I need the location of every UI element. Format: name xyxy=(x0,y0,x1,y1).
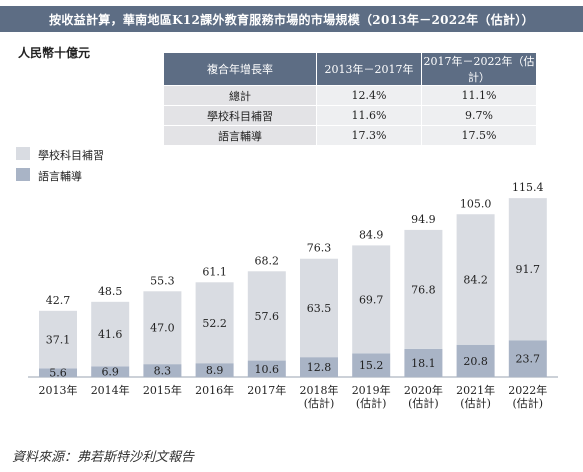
cagr-header-cell: 2013年－2017年 xyxy=(316,53,422,86)
bar-segment-language xyxy=(404,348,443,377)
data-label-language: 8.9 xyxy=(206,364,224,377)
cagr-row-language: 語言輔導 17.3% 17.5% xyxy=(164,125,536,145)
x-tick-label: (估計) xyxy=(304,396,335,410)
bar-segment-language xyxy=(247,360,286,377)
cagr-cell: 11.1% xyxy=(421,85,536,106)
chart-title-bar: 按收益計算，華南地區K12課外教育服務市場的市場規模（2013年－2022年（估… xyxy=(0,6,583,32)
source-note: 資料來源：弗若斯特沙利文報告 xyxy=(12,450,195,465)
data-label-school: 84.2 xyxy=(463,274,488,287)
bar-segment-school xyxy=(195,282,234,364)
x-tick-label: 2022年 xyxy=(508,383,547,397)
data-label-total: 115.4 xyxy=(512,181,544,194)
legend-label-school: 學校科目補習 xyxy=(38,149,104,162)
data-label-language: 20.8 xyxy=(463,355,488,368)
data-label-total: 61.1 xyxy=(202,265,227,278)
data-label-school: 37.1 xyxy=(46,334,71,347)
x-tick-label: (估計) xyxy=(513,396,544,410)
data-label-language: 6.9 xyxy=(101,366,119,379)
data-label-total: 42.7 xyxy=(46,294,71,307)
data-label-school: 91.7 xyxy=(516,263,541,276)
x-tick-label: (估計) xyxy=(460,396,491,410)
bar-segment-language xyxy=(300,357,338,377)
data-label-language: 12.8 xyxy=(307,361,332,374)
x-tick-label: 2018年 xyxy=(300,383,339,397)
unit-label: 人民幣十億元 xyxy=(18,46,91,60)
data-label-language: 23.7 xyxy=(516,353,541,366)
data-label-total: 76.3 xyxy=(307,242,332,255)
cagr-row-total: 總計 12.4% 11.1% xyxy=(164,85,536,106)
cagr-header-row: 複合年增長率 2013年－2017年 2017年－2022年（估計） xyxy=(164,53,536,86)
stacked-bar-chart: 5.6 37.1 42.7 2013年 6.9 41.6 48.5 2014年 8.3 47.0 5… xyxy=(28,181,558,410)
x-tick-label: 2014年 xyxy=(91,383,130,397)
data-label-total: 94.9 xyxy=(411,213,436,226)
data-label-school: 69.7 xyxy=(359,293,384,306)
bar-segment-language xyxy=(456,344,495,377)
bar-segment-language xyxy=(39,368,77,377)
x-tick-label: 2017年 xyxy=(247,383,286,397)
data-label-language: 18.1 xyxy=(411,357,436,370)
cagr-cell: 總計 xyxy=(164,85,317,106)
bar-segment-school xyxy=(39,310,77,369)
data-label-language: 15.2 xyxy=(359,359,384,372)
x-tick-label: 2019年 xyxy=(352,383,391,397)
cagr-cell: 12.4% xyxy=(316,85,422,106)
legend-swatch-language xyxy=(16,168,30,181)
x-tick-label: 2016年 xyxy=(195,383,234,397)
bar-segment-school xyxy=(352,245,391,354)
data-label-language: 10.6 xyxy=(255,363,280,376)
x-tick-label: 2021年 xyxy=(456,383,495,397)
cagr-table: 複合年增長率 2013年－2017年 2017年－2022年（估計） 總計 12… xyxy=(164,53,536,145)
cagr-cell: 語言輔導 xyxy=(164,125,317,145)
cagr-cell: 17.3% xyxy=(316,125,422,145)
data-label-total: 68.2 xyxy=(255,254,280,267)
data-label-total: 55.3 xyxy=(150,274,175,287)
cagr-header-cell: 複合年增長率 xyxy=(164,53,317,86)
data-label-total: 84.9 xyxy=(359,228,384,241)
legend-swatch-school xyxy=(16,147,30,160)
chart-title: 按收益計算，華南地區K12課外教育服務市場的市場規模（2013年－2022年（估… xyxy=(49,13,534,27)
bar-segment-language xyxy=(143,364,182,377)
cagr-cell: 17.5% xyxy=(421,125,536,145)
cagr-cell: 9.7% xyxy=(421,105,536,126)
bar-segment-language xyxy=(195,363,234,377)
bar-segment-language xyxy=(91,366,130,377)
bar-segment-school xyxy=(143,291,182,365)
bar-segment-language xyxy=(508,340,547,377)
bar-segment-school xyxy=(247,271,286,361)
bar-segment-school xyxy=(508,198,547,341)
data-label-school: 47.0 xyxy=(150,322,175,335)
x-tick-label: (估計) xyxy=(356,396,387,410)
legend-label-language: 語言輔導 xyxy=(38,170,82,183)
cagr-cell: 學校科目補習 xyxy=(164,105,317,126)
cagr-row-school: 學校科目補習 11.6% 9.7% xyxy=(164,105,536,126)
bar-segment-school xyxy=(404,229,443,349)
x-tick-label: 2020年 xyxy=(404,383,443,397)
data-label-total: 48.5 xyxy=(98,285,123,298)
x-tick-label: (估計) xyxy=(408,396,439,410)
cagr-header-cell: 2017年－2022年（估計） xyxy=(421,53,536,86)
data-label-language: 5.6 xyxy=(49,367,67,380)
data-label-school: 57.6 xyxy=(255,310,280,323)
data-label-language: 8.3 xyxy=(154,365,172,378)
cagr-cell: 11.6% xyxy=(316,105,422,126)
data-label-school: 41.6 xyxy=(98,328,123,341)
bar-segment-school xyxy=(91,301,130,367)
data-label-school: 76.8 xyxy=(411,283,436,296)
bar-segment-language xyxy=(352,353,391,377)
data-label-school: 52.2 xyxy=(202,317,227,330)
x-tick-label: 2013年 xyxy=(39,383,78,397)
bar-segment-school xyxy=(456,214,495,345)
data-label-school: 63.5 xyxy=(307,302,332,315)
bar-segment-school xyxy=(300,258,338,358)
x-tick-label: 2015年 xyxy=(143,383,182,397)
data-label-total: 105.0 xyxy=(460,197,492,210)
